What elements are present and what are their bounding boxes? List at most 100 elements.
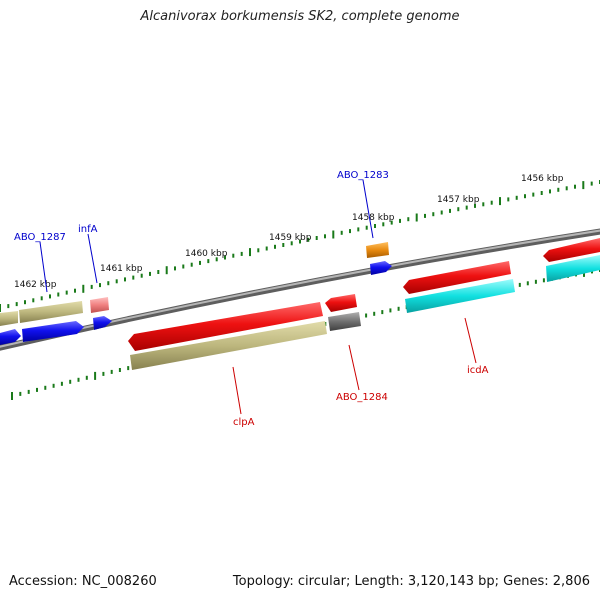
minor-tick: [240, 251, 243, 256]
minor-tick: [182, 264, 185, 269]
minor-tick: [140, 273, 143, 278]
major-tick: [0, 304, 1, 312]
minor-tick: [399, 218, 401, 223]
callout-line: [362, 179, 374, 239]
tick-label: 1457 kbp: [437, 195, 480, 205]
minor-tick: [357, 227, 360, 232]
gene-bar-cyan[interactable]: [546, 255, 600, 282]
major-tick: [165, 266, 168, 275]
minor-tick: [381, 310, 384, 315]
gene-arrow-blue[interactable]: [370, 261, 392, 275]
minor-tick: [149, 271, 151, 276]
minor-tick: [49, 294, 51, 299]
minor-tick: [215, 257, 218, 262]
minor-tick: [465, 205, 468, 210]
minor-tick: [32, 298, 35, 303]
minor-tick: [118, 368, 121, 372]
gene-bar-olive[interactable]: [130, 321, 327, 370]
minor-tick: [174, 266, 176, 271]
minor-tick: [432, 212, 435, 217]
minor-tick: [440, 210, 443, 215]
minor-tick: [324, 234, 326, 239]
gene-bar-gray[interactable]: [328, 312, 361, 331]
minor-tick: [565, 186, 568, 191]
minor-tick: [274, 244, 276, 249]
major-tick: [332, 230, 335, 239]
gene-arrow-blue[interactable]: [0, 329, 21, 345]
minor-tick: [532, 192, 535, 197]
minor-tick: [7, 304, 10, 309]
gene-arrow-blue[interactable]: [93, 316, 112, 330]
minor-tick: [374, 224, 376, 228]
minor-tick: [27, 389, 30, 394]
minor-tick: [315, 236, 318, 240]
gene-label-infa[interactable]: infA: [78, 224, 98, 235]
minor-tick: [540, 191, 543, 195]
minor-tick: [507, 197, 510, 202]
minor-tick: [407, 217, 410, 222]
minor-tick: [110, 369, 113, 374]
gene-bar-orange[interactable]: [366, 242, 389, 258]
minor-tick: [107, 281, 110, 286]
gene-label-icda[interactable]: icdA: [467, 365, 489, 376]
minor-tick: [115, 279, 118, 284]
minor-tick: [85, 375, 88, 380]
minor-tick: [534, 279, 537, 284]
minor-tick: [518, 282, 521, 287]
minor-tick: [99, 283, 101, 288]
tick-label: 1460 kbp: [185, 249, 228, 259]
gene-bar-cyan[interactable]: [405, 279, 515, 313]
minor-tick: [526, 281, 529, 286]
minor-tick: [299, 239, 301, 244]
minor-tick: [199, 260, 201, 265]
minor-tick: [457, 207, 460, 212]
gene-arrow-red[interactable]: [325, 294, 357, 312]
minor-tick: [390, 220, 393, 225]
minor-tick: [524, 194, 526, 199]
tick-label: 1459 kbp: [269, 233, 312, 243]
minor-tick: [482, 202, 485, 207]
minor-tick: [190, 262, 193, 267]
tick-label: 1461 kbp: [100, 264, 143, 274]
minor-tick: [52, 383, 55, 388]
minor-tick: [365, 313, 368, 318]
minor-tick: [424, 213, 426, 218]
gene-bar-pink[interactable]: [90, 297, 109, 313]
major-tick: [249, 248, 251, 257]
minor-tick: [132, 275, 135, 280]
minor-tick: [340, 230, 343, 235]
minor-tick: [102, 371, 105, 376]
gene-bar-olive[interactable]: [0, 311, 18, 326]
gene-bar-olive[interactable]: [19, 301, 83, 323]
minor-tick: [382, 222, 385, 227]
minor-tick: [127, 366, 130, 371]
gene-label-abo-1284[interactable]: ABO_1284: [336, 392, 388, 403]
tick-label: 1456 kbp: [521, 174, 564, 184]
tick-ring-upper: [0, 180, 600, 312]
minor-tick: [290, 241, 293, 246]
gene-arrow-red[interactable]: [403, 261, 511, 294]
gene-arrow-blue[interactable]: [22, 321, 84, 342]
callout-line: [39, 241, 48, 293]
gene-label-clpa[interactable]: clpA: [233, 417, 255, 428]
major-tick: [94, 371, 97, 380]
gene-arrow-red[interactable]: [128, 302, 323, 351]
gene-label-abo-1287[interactable]: ABO_1287: [14, 232, 66, 243]
callout-line: [348, 344, 360, 391]
minor-tick: [265, 246, 268, 251]
minor-tick: [282, 243, 285, 247]
minor-tick: [590, 181, 593, 186]
minor-tick: [549, 189, 551, 194]
minor-tick: [574, 184, 576, 189]
minor-tick: [157, 270, 160, 274]
gene-arrow-red[interactable]: [543, 238, 600, 262]
minor-tick: [44, 385, 47, 390]
major-tick: [82, 284, 85, 293]
gene-label-abo-1283[interactable]: ABO_1283: [337, 170, 389, 181]
minor-tick: [36, 387, 38, 392]
callout-line: [464, 317, 477, 364]
minor-tick: [69, 379, 72, 384]
major-tick: [11, 392, 13, 400]
